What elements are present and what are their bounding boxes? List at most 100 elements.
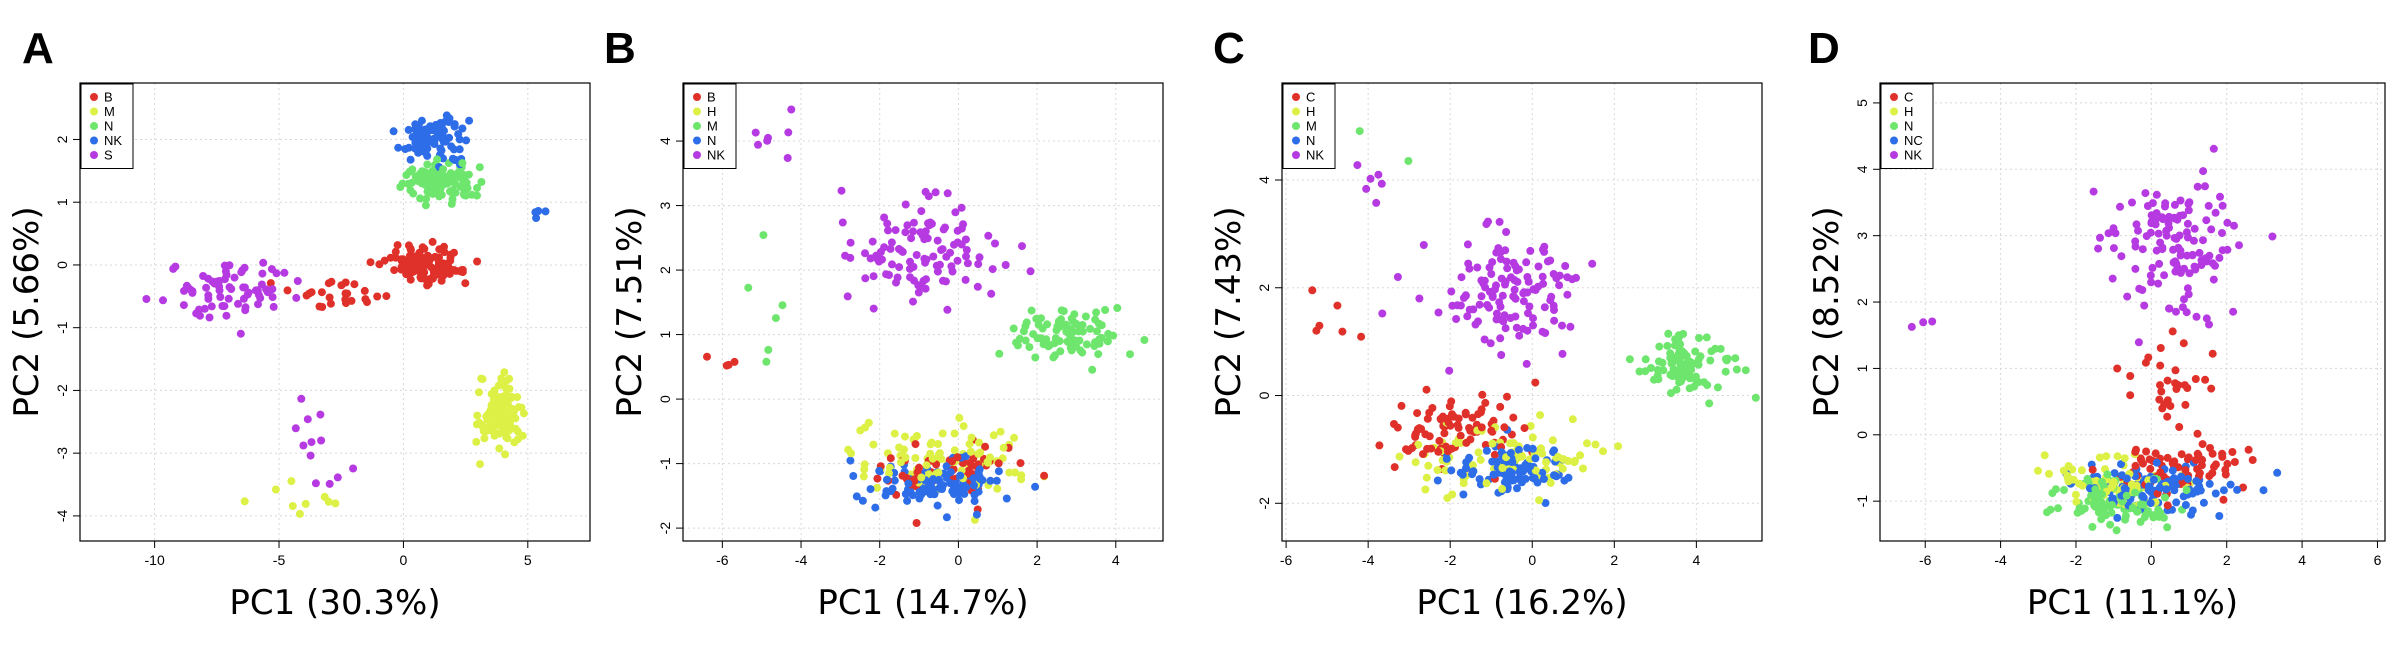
x-tick-label: 6 (2374, 552, 2382, 568)
y-tick-label: 2 (54, 135, 70, 143)
data-point-nk (961, 275, 970, 284)
data-point-h (966, 447, 975, 456)
data-point-nk (943, 189, 952, 198)
data-point-h (928, 454, 937, 463)
data-point-nk (1492, 309, 1501, 318)
data-point-n (904, 479, 913, 488)
data-point-n (2099, 501, 2108, 510)
data-point-nk (2138, 245, 2147, 254)
x-tick-label: 2 (1610, 552, 1618, 568)
data-point-nk (787, 105, 796, 114)
data-point-nk (1353, 161, 1362, 170)
data-point-h (1583, 439, 1591, 448)
data-point-nk (948, 267, 957, 276)
data-point-nk (1531, 286, 1540, 294)
data-point-nk (2148, 263, 2157, 272)
legend-label: C (1306, 90, 1315, 105)
data-point-nk (2223, 245, 2232, 254)
data-point-h (1536, 446, 1545, 454)
data-point-n (1489, 470, 1498, 479)
data-point-m (1641, 367, 1650, 376)
data-point-n (2128, 504, 2137, 512)
data-point-nk (2156, 238, 2165, 247)
data-point-n (421, 173, 430, 182)
data-point-b (373, 292, 382, 301)
legend-marker (1292, 93, 1300, 101)
data-point-nk (2207, 225, 2216, 234)
data-point-h (860, 465, 869, 474)
data-point-c (2131, 447, 2140, 456)
data-point-nc (2192, 477, 2201, 486)
data-point-nk (1491, 285, 1499, 294)
data-point-n (404, 179, 413, 188)
legend-marker (1890, 93, 1898, 101)
x-axis-title: PC1 (30.3%) (229, 583, 440, 623)
legend-label: M (707, 119, 718, 134)
data-point-n (875, 466, 884, 475)
legend-marker (1890, 151, 1898, 159)
data-point-c (2153, 489, 2162, 498)
data-point-b (461, 279, 470, 288)
data-point-b (404, 241, 413, 250)
data-point-nk (1558, 349, 1567, 358)
data-point-n (418, 167, 427, 176)
data-point-h (1456, 439, 1465, 447)
data-point-n (1523, 444, 1532, 452)
data-point-n (986, 476, 995, 485)
data-point-c (1408, 444, 1416, 453)
data-point-h (989, 431, 998, 440)
y-axis-title: PC2 (7.43%) (1209, 206, 1249, 417)
x-tick-label: -10 (145, 552, 165, 568)
data-point-n (962, 483, 971, 492)
data-point-n (1469, 467, 1478, 476)
data-point-b (386, 253, 395, 262)
data-point-n (890, 476, 899, 485)
data-point-c (2207, 384, 2216, 393)
data-point-nk (2123, 292, 2132, 301)
data-point-c (2181, 466, 2190, 475)
data-point-n (446, 169, 455, 178)
data-point-nk (880, 243, 889, 252)
data-point-nk (2165, 212, 2173, 221)
data-point-nk (1465, 264, 1474, 273)
data-point-b (327, 277, 336, 286)
data-point-b (418, 243, 427, 252)
data-point-m (1097, 321, 1106, 330)
data-point-nk (2140, 301, 2149, 310)
data-point-nk (891, 226, 900, 235)
data-point-nk (2165, 304, 2174, 313)
data-point-c (1419, 450, 1427, 459)
data-point-nk (886, 244, 895, 253)
data-point-nk (1497, 351, 1506, 359)
data-point-c (1443, 447, 1452, 456)
data-point-nk (2109, 224, 2118, 233)
legend-box (80, 83, 134, 169)
data-point-n (1507, 469, 1516, 477)
data-point-nk (843, 292, 852, 301)
data-point-b (423, 281, 432, 290)
data-point-nk (933, 236, 942, 245)
data-point-nk (2183, 284, 2192, 293)
data-point-n (448, 186, 457, 195)
data-point-n (970, 497, 979, 506)
data-point-h (1599, 447, 1607, 456)
x-tick-label: 0 (955, 552, 963, 568)
data-point-nk (441, 137, 449, 146)
data-point-s (188, 288, 197, 297)
data-point-h (2059, 466, 2068, 475)
data-point-c (1490, 450, 1499, 459)
data-point-m (1713, 383, 1722, 392)
data-point-nk (962, 246, 971, 254)
data-point-h (967, 433, 976, 442)
data-point-s (205, 313, 214, 322)
data-point-n (2121, 515, 2130, 524)
data-point-n (447, 175, 455, 184)
data-point-h (1010, 468, 1019, 477)
data-point-b (435, 245, 444, 254)
data-point-nk (861, 274, 870, 283)
data-point-nk (437, 124, 446, 133)
data-point-nk (906, 257, 914, 266)
data-point-m (1070, 310, 1079, 319)
data-point-n (969, 474, 978, 483)
